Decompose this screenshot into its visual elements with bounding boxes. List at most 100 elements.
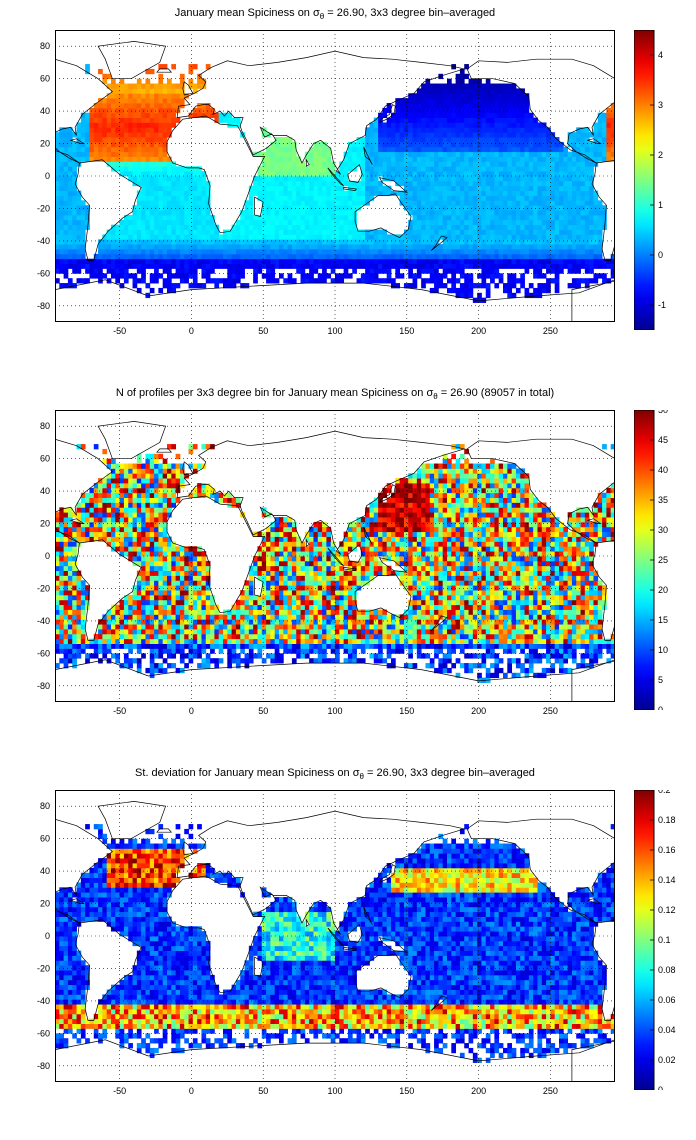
map-cell (498, 249, 504, 255)
map-cell (524, 93, 530, 99)
map-cell (438, 249, 444, 255)
map-cell (378, 229, 383, 235)
map-cell (76, 224, 82, 230)
map-cell (291, 195, 297, 201)
map-cell (123, 117, 129, 123)
map-cell (335, 229, 340, 235)
map-cell (520, 180, 525, 187)
map-cell (554, 151, 560, 157)
map-cell (240, 219, 245, 226)
map-cell (339, 224, 345, 230)
map-cell (546, 643, 551, 649)
map-cell (248, 229, 254, 235)
map-cell (257, 190, 263, 196)
map-cell (197, 107, 202, 114)
map-cell (438, 638, 444, 644)
map-cell (85, 643, 90, 649)
map-cell (67, 278, 73, 284)
map-cell (141, 122, 146, 128)
map-cell (481, 171, 487, 177)
map-cell (261, 180, 267, 187)
map-cell (442, 653, 448, 659)
map-cell (179, 624, 185, 630)
map-cell (210, 107, 215, 114)
map-cell (567, 161, 573, 167)
map-cell (253, 263, 258, 269)
map-cell (468, 624, 474, 630)
map-cell (485, 98, 491, 104)
map-cell (257, 244, 263, 250)
map-cell (214, 258, 220, 264)
map-cell (442, 122, 448, 128)
map-cell (343, 171, 349, 177)
map-cell (76, 219, 82, 226)
map-cell (546, 224, 551, 230)
map-cell (438, 151, 444, 157)
coastline (586, 138, 602, 144)
map-cell (154, 219, 159, 226)
map-cell (524, 171, 530, 177)
map-cell (494, 229, 500, 235)
map-cell (399, 132, 405, 138)
map-cell (106, 633, 112, 640)
map-cell (378, 132, 383, 138)
map-cell (145, 200, 151, 206)
map-cell (184, 249, 189, 255)
map-cell (119, 132, 125, 138)
map-cell (154, 268, 159, 274)
map-cell (205, 234, 211, 240)
map-cell (102, 103, 108, 109)
map-cell (438, 161, 444, 167)
map-cell (481, 117, 487, 123)
map-cell (589, 141, 594, 148)
map-cell (507, 112, 513, 118)
map-cell (309, 629, 314, 635)
map-cell (515, 633, 521, 640)
map-cell (399, 253, 405, 260)
map-cell (141, 103, 146, 109)
map-cell (451, 249, 457, 255)
map-cell (477, 273, 482, 279)
map-cell (533, 117, 538, 123)
map-cell (546, 205, 551, 211)
map-cell (408, 132, 413, 138)
map-cell (119, 268, 125, 274)
map-cell (291, 234, 297, 240)
map-cell (192, 166, 198, 172)
map-cell (528, 263, 534, 269)
map-cell (55, 263, 60, 269)
map-cell (167, 93, 172, 99)
map-cell (429, 234, 435, 240)
map-cell (291, 176, 297, 182)
map-cell (179, 200, 185, 206)
map-cell (567, 210, 573, 216)
map-cell (537, 151, 543, 157)
map-cell (429, 137, 435, 143)
map-cell (167, 278, 172, 284)
map-cell (528, 122, 534, 128)
map-cell (451, 205, 457, 211)
map-cell (179, 180, 185, 187)
map-cell (266, 244, 271, 250)
map-cell (485, 122, 491, 128)
map-cell (59, 190, 65, 196)
map-cell (244, 249, 250, 255)
map-cell (416, 253, 422, 260)
map-cell (106, 244, 112, 250)
map-cell (563, 253, 569, 260)
map-cell (455, 161, 461, 167)
map-cell (55, 151, 60, 157)
map-cell (541, 667, 547, 674)
map-cell (240, 224, 245, 230)
map-cell (498, 195, 504, 201)
map-cell (408, 117, 413, 123)
map-cell (391, 112, 396, 118)
map-cell (115, 244, 121, 250)
map-cell (399, 171, 405, 177)
map-cell (67, 156, 73, 162)
map-cell (85, 156, 90, 162)
map-cell (533, 234, 538, 240)
map-cell (403, 643, 409, 649)
map-cell (490, 93, 495, 99)
map-cell (584, 166, 590, 172)
